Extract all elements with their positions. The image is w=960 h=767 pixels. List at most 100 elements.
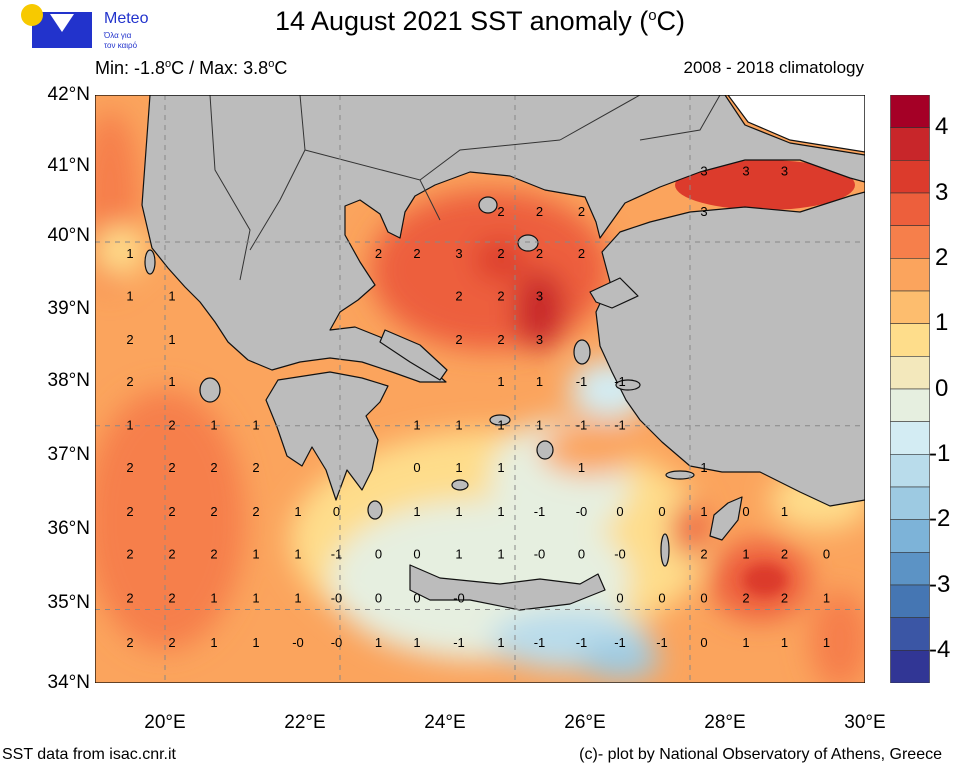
contour-label: -1 — [576, 417, 588, 432]
contour-label: 1 — [126, 246, 133, 261]
contour-label: 0 — [616, 504, 623, 519]
contour-label: 1 — [168, 289, 175, 304]
lat-label: 41°N — [47, 155, 90, 176]
contour-label: 2 — [168, 417, 175, 432]
contour-label: 1 — [700, 460, 707, 475]
milos — [451, 479, 469, 491]
colorbar-bin — [890, 356, 930, 390]
contour-label: 1 — [497, 417, 504, 432]
colorbar-bin — [890, 127, 930, 161]
contour-label: 2 — [252, 504, 259, 519]
contour-label: 3 — [781, 164, 788, 179]
colorbar-bin — [890, 552, 930, 586]
contour-label: 1 — [455, 460, 462, 475]
climatology-label: 2008 - 2018 climatology — [683, 58, 864, 77]
contour-label: 0 — [658, 504, 665, 519]
contour-label: -1 — [576, 374, 588, 389]
colorbar-bin — [890, 225, 930, 259]
contour-label: 3 — [700, 204, 707, 219]
colorbar-bin — [890, 421, 930, 455]
colorbar — [890, 95, 930, 683]
contour-label: 2 — [126, 635, 133, 650]
contour-label: 2 — [168, 504, 175, 519]
contour-label: 2 — [578, 204, 585, 219]
colorbar-bin — [890, 519, 930, 553]
contour-label: 1 — [294, 547, 301, 562]
colorbar-bin — [890, 584, 930, 618]
contour-label: 1 — [497, 460, 504, 475]
contour-label: 1 — [168, 374, 175, 389]
colorbar-tick: 4 — [935, 113, 949, 140]
contour-label: 3 — [536, 289, 543, 304]
contour-label: 0 — [823, 547, 830, 562]
contour-label: 1 — [294, 591, 301, 606]
page-title: 14 August 2021 SST anomaly (oC) — [274, 6, 686, 36]
andros — [489, 414, 511, 426]
contour-label: 1 — [413, 417, 420, 432]
contour-label: -1 — [534, 504, 546, 519]
contour-label: 3 — [455, 246, 462, 261]
contour-label: 2 — [210, 504, 217, 519]
colorbar-bin — [890, 617, 930, 651]
contour-label: 1 — [126, 417, 133, 432]
euboea — [379, 329, 448, 381]
crete — [409, 564, 606, 611]
contour-label: 0 — [375, 591, 382, 606]
data-source: SST data from isac.cnr.it — [2, 746, 176, 763]
meteo-logo: Meteo Όλα για τον καιρό — [10, 2, 160, 52]
contour-labels: 3 3 3 2 2 2 3 1 2 2 3 2 2 2 1 1 2 2 3 2 1 2 2 3 2 1 1 1 -1 -1 1 2 1 1 1 1 1 1… — [126, 164, 830, 650]
kythira — [367, 500, 383, 520]
lat-label: 35°N — [47, 592, 90, 613]
chios — [573, 339, 591, 365]
contour-label: 2 — [126, 504, 133, 519]
contour-label: 2 — [700, 547, 707, 562]
min-max-label: Min: -1.8oC / Max: 3.8oC — [95, 58, 288, 78]
lat-label: 40°N — [47, 225, 90, 246]
contour-label: 1 — [294, 504, 301, 519]
contour-label: 1 — [536, 417, 543, 432]
contour-label: -0 — [292, 635, 304, 650]
contour-label: 2 — [536, 204, 543, 219]
contour-label: -0 — [331, 635, 343, 650]
credit: (c)- plot by National Observatory of Ath… — [579, 746, 942, 763]
contour-label: 0 — [413, 460, 420, 475]
contour-label: 1 — [210, 417, 217, 432]
contour-label: -0 — [576, 504, 588, 519]
contour-label: 2 — [126, 547, 133, 562]
black-sea — [727, 95, 865, 153]
colorbar-tick: 0 — [935, 375, 949, 402]
contour-label: 1 — [210, 635, 217, 650]
lon-label: 26°E — [564, 712, 606, 733]
contour-label: 1 — [781, 504, 788, 519]
contour-label: 0 — [742, 504, 749, 519]
contour-label: 1 — [126, 289, 133, 304]
contour-label: 2 — [168, 460, 175, 475]
lon-label: 30°E — [844, 712, 886, 733]
contour-label: 1 — [823, 635, 830, 650]
logo-mark-icon — [21, 4, 92, 48]
contour-label: 2 — [578, 246, 585, 261]
contour-label: -0 — [614, 547, 626, 562]
contour-label: 0 — [658, 591, 665, 606]
contour-label: 2 — [781, 547, 788, 562]
lat-label: 34°N — [47, 672, 90, 693]
colorbar-bin — [890, 192, 930, 226]
contour-label: 2 — [126, 332, 133, 347]
colorbar-tick: -4 — [929, 636, 951, 663]
contour-label: 1 — [455, 417, 462, 432]
lon-label: 20°E — [144, 712, 186, 733]
thasos — [478, 196, 498, 214]
colorbar-bin — [890, 160, 930, 194]
contour-label: 0 — [413, 547, 420, 562]
contour-label: 0 — [700, 591, 707, 606]
contour-label: 0 — [413, 591, 420, 606]
naxos — [536, 440, 554, 460]
contour-label: 3 — [742, 164, 749, 179]
contour-label: 1 — [210, 591, 217, 606]
contour-label: 2 — [168, 635, 175, 650]
colorbar-tick: -3 — [929, 571, 951, 598]
contour-label: 0 — [616, 591, 623, 606]
colorbar-bin — [890, 258, 930, 292]
lon-label: 28°E — [704, 712, 746, 733]
contour-label: 0 — [333, 504, 340, 519]
